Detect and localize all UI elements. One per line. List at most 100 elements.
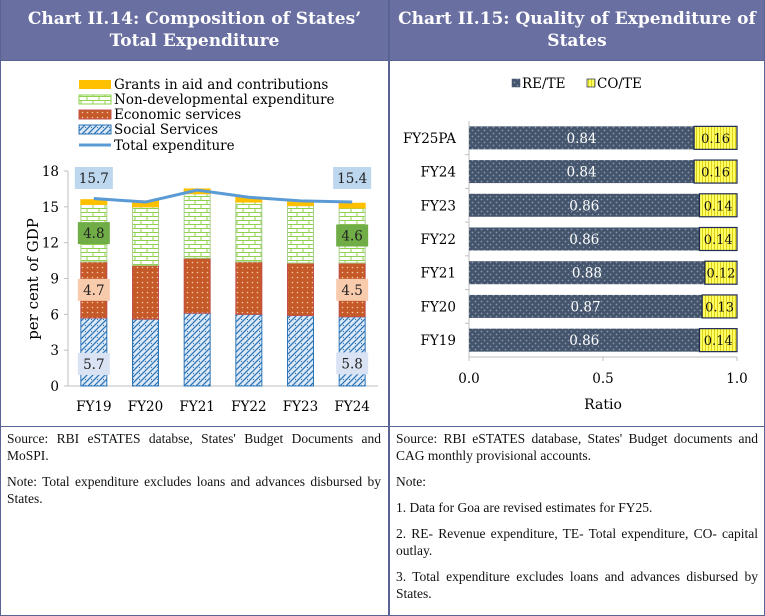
x-tick-label: FY19	[76, 399, 111, 415]
y-tick-label: 18	[42, 164, 59, 180]
re-te-label: 0.86	[569, 333, 599, 349]
y-tick-label: 3	[50, 343, 59, 359]
x-tick-label: FY23	[283, 399, 318, 415]
legend-item-economic: Economic services	[78, 107, 241, 123]
co-te-bar	[698, 193, 738, 218]
nondev-expenditure-bar	[287, 205, 314, 264]
legend-item-grants: Grants in aid and contributions	[79, 77, 328, 93]
right-bars: 0.84 0.16 0.84 0.16 0.86 0.14 0.86 0.14 0.88 0.12…	[469, 125, 738, 353]
y-tick-label: 12	[42, 236, 59, 252]
nondev-expenditure-bar	[132, 206, 159, 266]
social-services-bar	[287, 315, 314, 387]
x-tick-label: 1.0	[726, 371, 747, 387]
re-te-label: 0.84	[567, 131, 597, 147]
left-source: Source: RBI eSTATES databse, States' Bud…	[7, 431, 381, 463]
legend-label-total: Total expenditure	[114, 138, 235, 154]
right-axes: 0.0 0.5 1.0 FY25PA FY24 FY23 FY22 FY21 FY20 FY19	[403, 121, 748, 387]
co-te-label: 0.12	[706, 267, 735, 282]
co-te-bar	[693, 125, 738, 150]
data-label: 4.5	[341, 283, 362, 299]
legend-swatch-co-te	[586, 78, 596, 88]
legend-label-grants: Grants in aid and contributions	[114, 77, 328, 93]
re-te-label: 0.86	[569, 232, 599, 248]
co-te-bar	[693, 159, 738, 184]
left-data-labels: 5.7 4.7 4.8 5.8 4.5 4.6 15.7 15.4	[74, 167, 372, 375]
grants-bar	[338, 202, 366, 209]
economic-services-bar	[183, 257, 211, 314]
social-services-bar	[80, 317, 108, 387]
social-services-bar	[235, 313, 263, 387]
chart-ii14-title: Chart II.14: Composition of States’ Tota…	[1, 0, 388, 60]
co-te-label: 0.14	[704, 334, 733, 349]
total-label-box	[74, 167, 113, 189]
y-tick-label: 15	[42, 200, 59, 216]
legend-label-re-te: RE/TE	[522, 76, 565, 92]
header-divider	[0, 60, 765, 61]
y-tick-label: FY25PA	[403, 131, 456, 147]
legend-item-total: Total expenditure	[79, 138, 235, 154]
co-te-label: 0.16	[701, 166, 730, 181]
re-te-bar	[469, 294, 703, 318]
data-label-box	[336, 224, 369, 247]
economic-services-bar	[132, 264, 159, 320]
legend-swatch-economic	[78, 109, 112, 120]
re-te-bar	[469, 193, 700, 217]
social-services-bar	[132, 318, 159, 387]
re-te-bar	[469, 261, 705, 285]
total-expenditure-polyline	[93, 188, 353, 204]
social-services-bar	[183, 312, 211, 387]
total-label: 15.4	[337, 171, 367, 187]
legend-item-social: Social Services	[78, 122, 218, 138]
y-tick-label: 6	[50, 307, 59, 323]
chart-ii15-title: Chart II.15: Quality of Expenditure of S…	[390, 0, 764, 60]
economic-services-bar	[235, 261, 263, 315]
re-te-bar	[469, 328, 700, 352]
co-te-bar	[698, 328, 738, 353]
panel-divider	[388, 0, 390, 616]
data-label: 5.8	[341, 356, 362, 372]
legend-item-nondev: Non-developmental expenditure	[78, 92, 335, 108]
x-tick-label: FY22	[231, 399, 266, 415]
legend-item-re-te: RE/TE	[511, 76, 565, 92]
data-label: 4.8	[83, 226, 104, 242]
re-te-bar	[469, 227, 700, 251]
quality-chart: RE/TE CO/TE 0.0 0.5 1.0 FY25PA FY24 FY23 FY22 F…	[403, 76, 748, 413]
re-te-label: 0.86	[569, 198, 599, 214]
y-tick-label: FY24	[421, 165, 456, 181]
legend-label-social: Social Services	[114, 122, 218, 138]
total-label: 15.7	[79, 171, 109, 187]
right-note-3: 3. Total expenditure excludes loans and …	[396, 569, 758, 601]
grants-bar	[287, 201, 314, 207]
total-label-box	[333, 167, 372, 189]
y-tick-label: FY22	[421, 232, 456, 248]
legend-swatch-grants	[79, 80, 111, 89]
nondev-expenditure-bar	[235, 201, 263, 263]
x-tick-label: FY24	[334, 399, 369, 415]
nondev-expenditure-bar	[183, 193, 211, 259]
co-te-label: 0.14	[704, 199, 733, 214]
right-notes: Source: RBI eSTATES database, States' Bu…	[396, 430, 758, 611]
data-label: 4.6	[341, 229, 362, 245]
x-axis-label: Ratio	[584, 397, 622, 413]
legend-label-economic: Economic services	[114, 107, 241, 123]
left-note: Note: Total expenditure excludes loans a…	[7, 474, 381, 506]
re-te-label: 0.87	[571, 299, 601, 315]
data-label-box	[336, 278, 369, 301]
legend-item-co-te: CO/TE	[586, 76, 642, 92]
data-label-box	[77, 278, 110, 301]
social-services-bar	[338, 316, 366, 387]
left-axes: 0 3 6 9 12 15 18 FY19 FY20 FY21 FY22 FY23 FY24	[42, 164, 378, 415]
legend-label-nondev: Non-developmental expenditure	[114, 92, 335, 108]
co-te-bar	[701, 294, 738, 319]
economic-services-bar	[287, 262, 314, 317]
composition-chart: Grants in aid and contributions Non-deve…	[24, 77, 378, 415]
y-tick-label: 9	[50, 272, 59, 288]
x-tick-label: 0.5	[592, 371, 613, 387]
re-te-label: 0.84	[567, 165, 597, 181]
y-tick-label: FY19	[421, 333, 456, 349]
data-label-box	[77, 222, 110, 245]
legend: RE/TE CO/TE	[511, 76, 642, 92]
total-expenditure-line	[93, 188, 353, 204]
re-te-label: 0.88	[572, 266, 602, 282]
x-tick-label: 0.0	[458, 371, 479, 387]
